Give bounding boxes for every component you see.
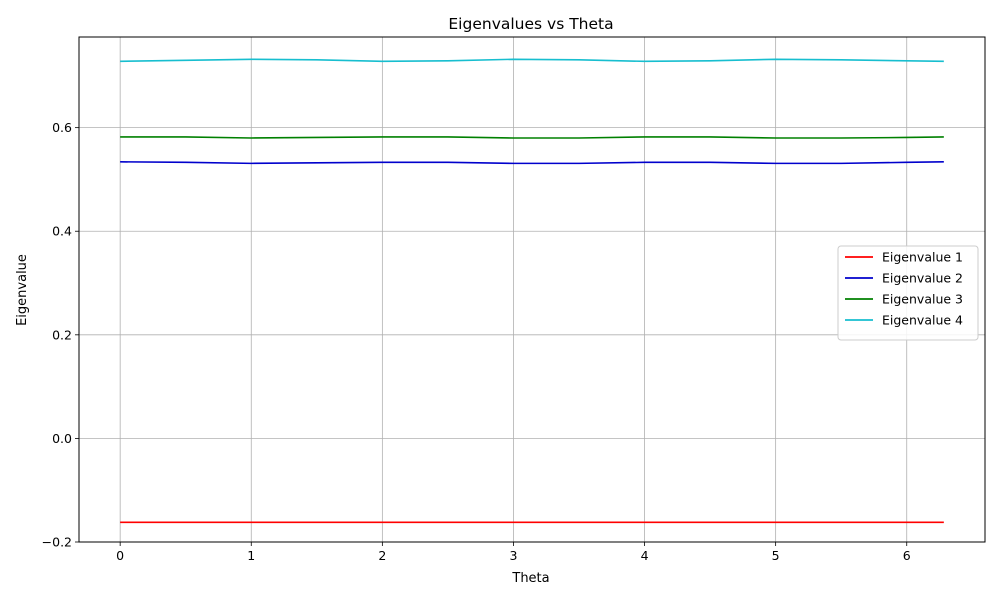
x-tick-label: 6 [903, 548, 911, 563]
legend-label-eigenvalue-4: Eigenvalue 4 [882, 313, 963, 328]
y-tick-label: 0.6 [52, 120, 72, 135]
x-tick-label: 4 [641, 548, 649, 563]
y-tick-label: 0.2 [52, 327, 72, 342]
y-tick-label: 0.4 [52, 224, 72, 239]
x-tick-label: 1 [247, 548, 255, 563]
x-tick-label: 3 [509, 548, 517, 563]
chart-title: Eigenvalues vs Theta [448, 15, 613, 33]
legend: Eigenvalue 1 Eigenvalue 2 Eigenvalue 3 Eige… [837, 245, 979, 341]
y-axis-label: Eigenvalue [15, 254, 30, 326]
x-tick-label: 5 [772, 548, 780, 563]
legend-label-eigenvalue-1: Eigenvalue 1 [882, 250, 963, 265]
ticks: 0 1 2 3 4 5 6 −0.2 0.0 0.2 0.4 0.6 [42, 120, 911, 563]
x-tick-label: 2 [378, 548, 386, 563]
legend-label-eigenvalue-3: Eigenvalue 3 [882, 292, 963, 307]
series-line-eigenvalue-4 [120, 58, 944, 63]
series-lines [120, 58, 944, 524]
y-tick-label: −0.2 [42, 535, 72, 550]
series-line-eigenvalue-3 [120, 136, 944, 139]
series-line-eigenvalue-2 [120, 161, 944, 165]
x-axis-label: Theta [511, 571, 549, 586]
legend-box [837, 245, 979, 341]
x-tick-label: 0 [116, 548, 124, 563]
legend-label-eigenvalue-2: Eigenvalue 2 [882, 271, 963, 286]
plot-frame [78, 36, 986, 543]
y-tick-label: 0.0 [52, 431, 72, 446]
